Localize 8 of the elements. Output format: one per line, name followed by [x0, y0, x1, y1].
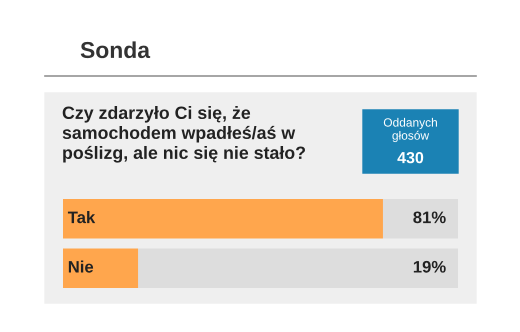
y-tick-label: Nie	[68, 260, 94, 273]
data-label: 81%	[413, 211, 446, 224]
chart-title: Sonda	[80, 41, 150, 58]
text: Oddanych głosów	[384, 118, 437, 142]
text: 430	[397, 152, 424, 164]
data-label: 19%	[414, 260, 446, 273]
y-tick-label: Tak	[68, 211, 96, 224]
chart-subtitle: Czy zdarzyło Ci się, że samochodem wpadłeś/aś w poślizg, ale nic się nie stało?	[62, 106, 305, 163]
